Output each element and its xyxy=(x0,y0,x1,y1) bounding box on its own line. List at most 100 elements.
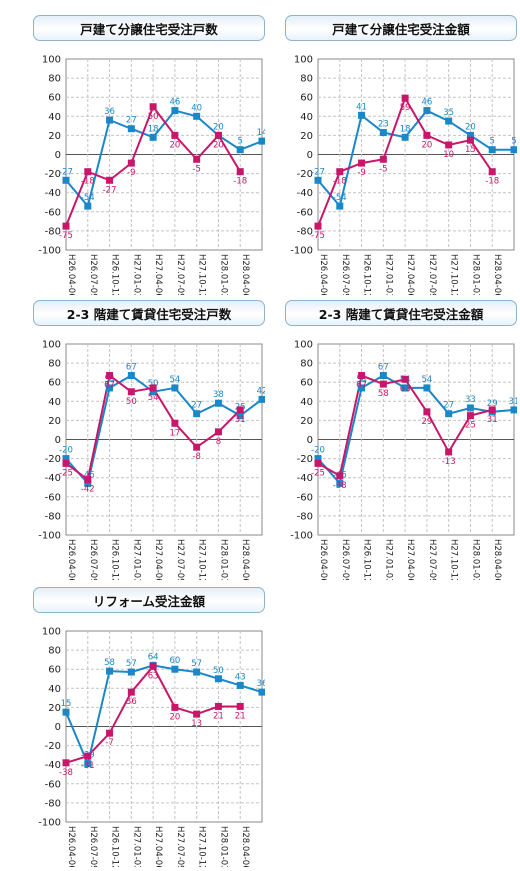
data-label-1: -13 xyxy=(442,457,456,467)
data-label-0: 41 xyxy=(356,102,367,112)
data-point-1 xyxy=(401,375,409,383)
data-point-1 xyxy=(488,406,496,414)
x-tick-label: H28.07-09 xyxy=(262,254,265,295)
data-point-1 xyxy=(127,159,135,167)
data-point-0 xyxy=(466,131,474,139)
data-point-1 xyxy=(214,131,222,139)
data-point-1 xyxy=(379,380,387,388)
data-label-0: 36 xyxy=(104,107,115,117)
y-tick-label: -20 xyxy=(297,169,313,180)
data-point-1 xyxy=(314,222,322,230)
data-label-1: -5 xyxy=(192,164,200,174)
data-label-1: -7 xyxy=(105,738,113,748)
data-label-0: -46 xyxy=(81,470,95,480)
data-point-1 xyxy=(193,155,201,163)
x-tick-label: H26.04-06 xyxy=(66,826,76,867)
y-tick-label: 60 xyxy=(300,93,313,104)
y-tick-label: -40 xyxy=(297,473,313,484)
data-point-1 xyxy=(149,662,157,670)
data-label-1: -9 xyxy=(127,168,135,178)
data-label-0: 60 xyxy=(169,656,180,666)
y-tick-label: 80 xyxy=(300,74,313,85)
data-label-0: 27 xyxy=(191,401,202,411)
data-label-0: 54 xyxy=(104,375,115,385)
data-label-0: 5 xyxy=(238,137,243,147)
data-point-0 xyxy=(127,125,135,133)
y-tick-label: 20 xyxy=(48,131,61,142)
data-point-0 xyxy=(258,395,265,403)
data-label-1: -18 xyxy=(81,177,95,187)
data-label-1: 17 xyxy=(169,428,180,438)
y-tick-label: -40 xyxy=(45,760,61,771)
data-label-0: 43 xyxy=(235,672,246,682)
y-tick-label: 60 xyxy=(48,378,61,389)
y-tick-label: -40 xyxy=(45,188,61,199)
data-point-0 xyxy=(171,107,179,115)
data-label-0: 14 xyxy=(257,128,265,138)
data-label-0: 18 xyxy=(148,124,159,134)
data-label-1: 31 xyxy=(235,415,246,425)
data-label-0: 5 xyxy=(490,137,495,147)
x-tick-label: H28.04-06 xyxy=(492,539,502,580)
data-label-0: 23 xyxy=(378,120,389,130)
data-label-0: 57 xyxy=(191,659,202,669)
data-label-0: 35 xyxy=(443,108,454,118)
data-label-1: 31 xyxy=(487,415,498,425)
data-label-1: 67 xyxy=(356,381,367,391)
y-tick-label: 80 xyxy=(300,359,313,370)
data-point-0 xyxy=(488,146,496,154)
x-tick-label: H27.01-03 xyxy=(131,826,141,867)
data-label-0: 33 xyxy=(465,395,476,405)
y-tick-label: -20 xyxy=(45,741,61,752)
x-tick-label: H27.04-06 xyxy=(153,826,163,867)
data-label-1: 20 xyxy=(213,140,224,150)
data-point-1 xyxy=(336,168,344,176)
data-label-1: 20 xyxy=(169,712,180,722)
data-point-0 xyxy=(236,146,244,154)
y-tick-label: -20 xyxy=(45,169,61,180)
y-tick-label: 100 xyxy=(42,627,61,638)
data-label-1: -25 xyxy=(311,468,325,478)
x-tick-label: H27.07-09 xyxy=(427,254,437,295)
data-label-1: 54 xyxy=(148,393,159,403)
data-point-1 xyxy=(445,448,453,456)
data-label-1: 63 xyxy=(148,671,159,681)
chart-title: 戸建て分譲住宅受注戸数 xyxy=(33,15,265,41)
series-line-0 xyxy=(65,664,263,767)
y-tick-label: 100 xyxy=(42,340,61,351)
y-tick-label: -60 xyxy=(297,207,313,218)
data-point-1 xyxy=(149,384,157,392)
data-label-0: -20 xyxy=(311,446,325,456)
data-point-1 xyxy=(401,94,409,102)
data-point-1 xyxy=(149,103,157,111)
data-point-1 xyxy=(358,159,366,167)
data-label-1: -27 xyxy=(103,185,117,195)
data-point-0 xyxy=(401,133,409,141)
x-tick-label: H27.10-12 xyxy=(197,254,207,295)
data-label-1: -8 xyxy=(192,452,200,462)
y-tick-label: -80 xyxy=(45,798,61,809)
x-tick-label: H27.04-06 xyxy=(405,539,415,580)
data-point-1 xyxy=(236,168,244,176)
y-tick-label: 40 xyxy=(48,112,61,123)
data-label-1: 20 xyxy=(421,140,432,150)
x-tick-label: H28.04-06 xyxy=(492,254,502,295)
data-label-0: 27 xyxy=(126,116,137,126)
data-point-0 xyxy=(236,412,244,420)
data-point-0 xyxy=(445,117,453,125)
data-label-1: 13 xyxy=(191,719,202,729)
x-tick-label: H27.01-03 xyxy=(383,539,393,580)
x-tick-label: H26.07-09 xyxy=(340,539,350,580)
chart-title: 2-3 階建て賃貸住宅受注金額 xyxy=(285,300,517,326)
data-point-0 xyxy=(214,399,222,407)
x-tick-label: H28.07-09 xyxy=(514,539,517,580)
data-point-1 xyxy=(466,412,474,420)
data-point-0 xyxy=(106,667,114,675)
y-tick-label: 40 xyxy=(48,684,61,695)
chart-panel-4: リフォーム受注金額 100 80 60 40 20 0 -20 -40 -60 -80 -100 H2… xyxy=(33,587,265,867)
data-point-1 xyxy=(62,759,70,767)
y-tick-label: -100 xyxy=(38,531,61,542)
data-label-1: -9 xyxy=(357,168,365,178)
x-tick-label: H26.07-09 xyxy=(88,826,98,867)
